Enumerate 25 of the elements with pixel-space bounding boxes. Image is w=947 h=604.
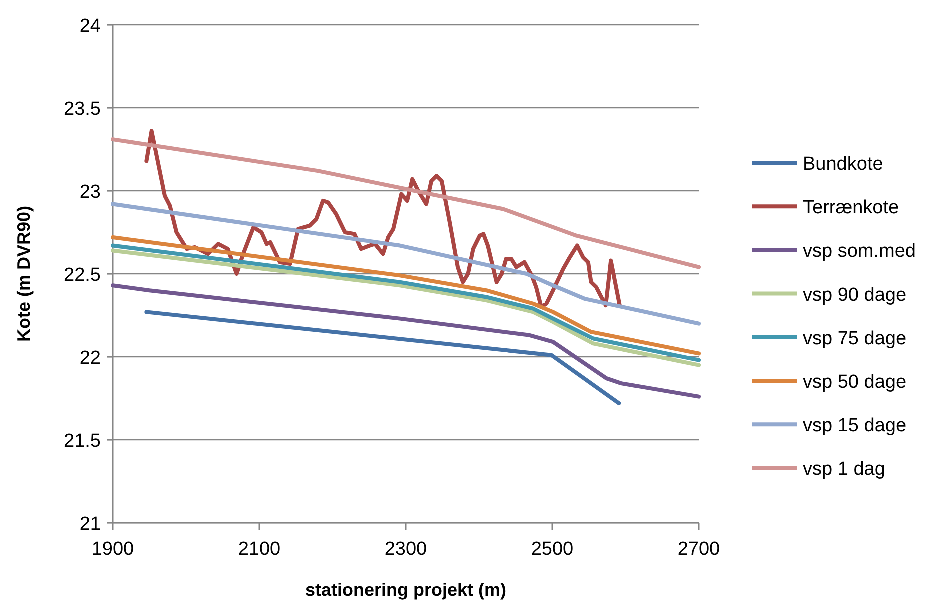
y-axis-title: Kote (m DVR90) [14,206,34,342]
x-tick-label: 1900 [92,539,134,560]
legend-label: Terrænkote [803,198,900,219]
legend-label: vsp 15 dage [803,416,907,437]
y-tick-label: 23 [80,182,101,203]
x-axis-title: stationering projekt (m) [305,580,507,600]
legend-label: vsp 75 dage [803,328,907,350]
y-tick-label: 22 [80,348,101,369]
line-series [111,284,701,399]
x-tick-label: 2300 [384,539,428,560]
legend-label: vsp som.med [803,241,916,262]
x-tick-label: 2100 [238,539,281,560]
line-series [111,138,701,270]
line-series [111,202,701,326]
legend-label: vsp 50 dage [803,372,907,393]
y-tick-label: 23.5 [64,99,101,120]
y-tick-label: 21.5 [64,431,101,452]
legend-label: Bundkote [803,154,884,175]
y-tick-label: 22.5 [64,265,101,286]
y-tick-label: 21 [80,514,101,535]
x-tick-label: 2700 [678,539,720,560]
legend-label: vsp 1 dag [803,459,886,480]
y-tick-label: 24 [80,16,102,37]
legend-label: vsp 90 dage [803,284,907,306]
x-tick-label: 2500 [531,539,574,560]
